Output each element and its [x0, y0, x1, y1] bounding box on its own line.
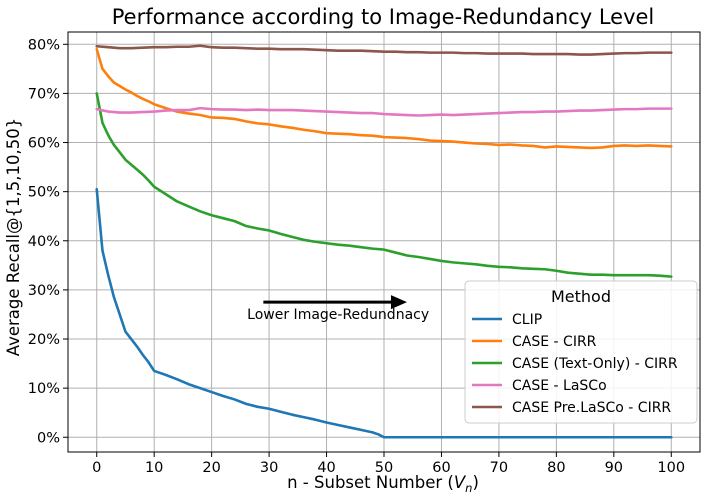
series-line-case-pre-lasco-cirr — [95, 44, 673, 56]
x-tick-label: 10 — [145, 460, 163, 476]
x-tick-label: 60 — [432, 460, 450, 476]
x-axis-label-end: ) — [472, 473, 478, 492]
x-axis-label: n - Subset Number (Vn) — [287, 473, 479, 495]
x-tick-label: 0 — [92, 460, 101, 476]
legend-label: CLIP — [512, 312, 542, 328]
y-tick-label: 0% — [37, 430, 60, 446]
x-tick-label: 100 — [657, 460, 685, 476]
legend-label: CASE (Text-Only) - CIRR — [512, 356, 678, 372]
series-line-clip — [95, 187, 673, 439]
y-axis-label: Average Recall@{1,5,10,50} — [4, 118, 23, 356]
x-tick-label: 40 — [317, 460, 335, 476]
y-tick-label: 80% — [28, 37, 60, 53]
legend-frame — [464, 280, 698, 424]
series-lines — [95, 44, 673, 439]
legend-label: CASE Pre.LaSCo - CIRR — [512, 400, 671, 416]
x-tick-label: 70 — [490, 460, 508, 476]
x-axis-label-subscript: n — [465, 481, 472, 495]
legend-label: CASE - LaSCo — [512, 378, 607, 394]
annotation: Lower Image-Redundnacy — [247, 295, 429, 323]
y-tick-label: 20% — [28, 332, 60, 348]
x-axis-label-main: n - Subset Number ( — [287, 473, 454, 492]
x-axis-label-variable: V — [454, 473, 467, 492]
series-line-case-text-only-cirr — [95, 92, 673, 278]
axes: 0 10 20 30 40 50 60 70 80 90 100 0% 10% 20% 30% 40% 50% 6… — [28, 31, 701, 476]
chart-title: Performance according to Image-Redundanc… — [112, 5, 655, 29]
y-tick-label: 10% — [28, 381, 60, 397]
x-tick-label: 90 — [605, 460, 623, 476]
series-line-case-lasco — [95, 106, 673, 117]
y-tick-label: 50% — [28, 185, 60, 201]
x-tick-label: 50 — [375, 460, 393, 476]
x-tick-label: 30 — [260, 460, 278, 476]
y-tick-label: 30% — [28, 283, 60, 299]
y-tick-label: 60% — [28, 136, 60, 152]
annotation-arrow-head — [390, 295, 407, 310]
legend-title: Method — [551, 287, 611, 306]
y-tick-label: 70% — [28, 86, 60, 102]
legend-label: CASE - CIRR — [512, 334, 597, 350]
annotation-text: Lower Image-Redundnacy — [247, 307, 429, 323]
x-tick-label: 20 — [202, 460, 220, 476]
series-line-case-cirr — [95, 47, 673, 150]
x-tick-label: 80 — [547, 460, 565, 476]
y-tick-label: 40% — [28, 234, 60, 250]
legend: Method CLIP CASE - CIRR CASE (Text-Only) -… — [464, 280, 698, 424]
